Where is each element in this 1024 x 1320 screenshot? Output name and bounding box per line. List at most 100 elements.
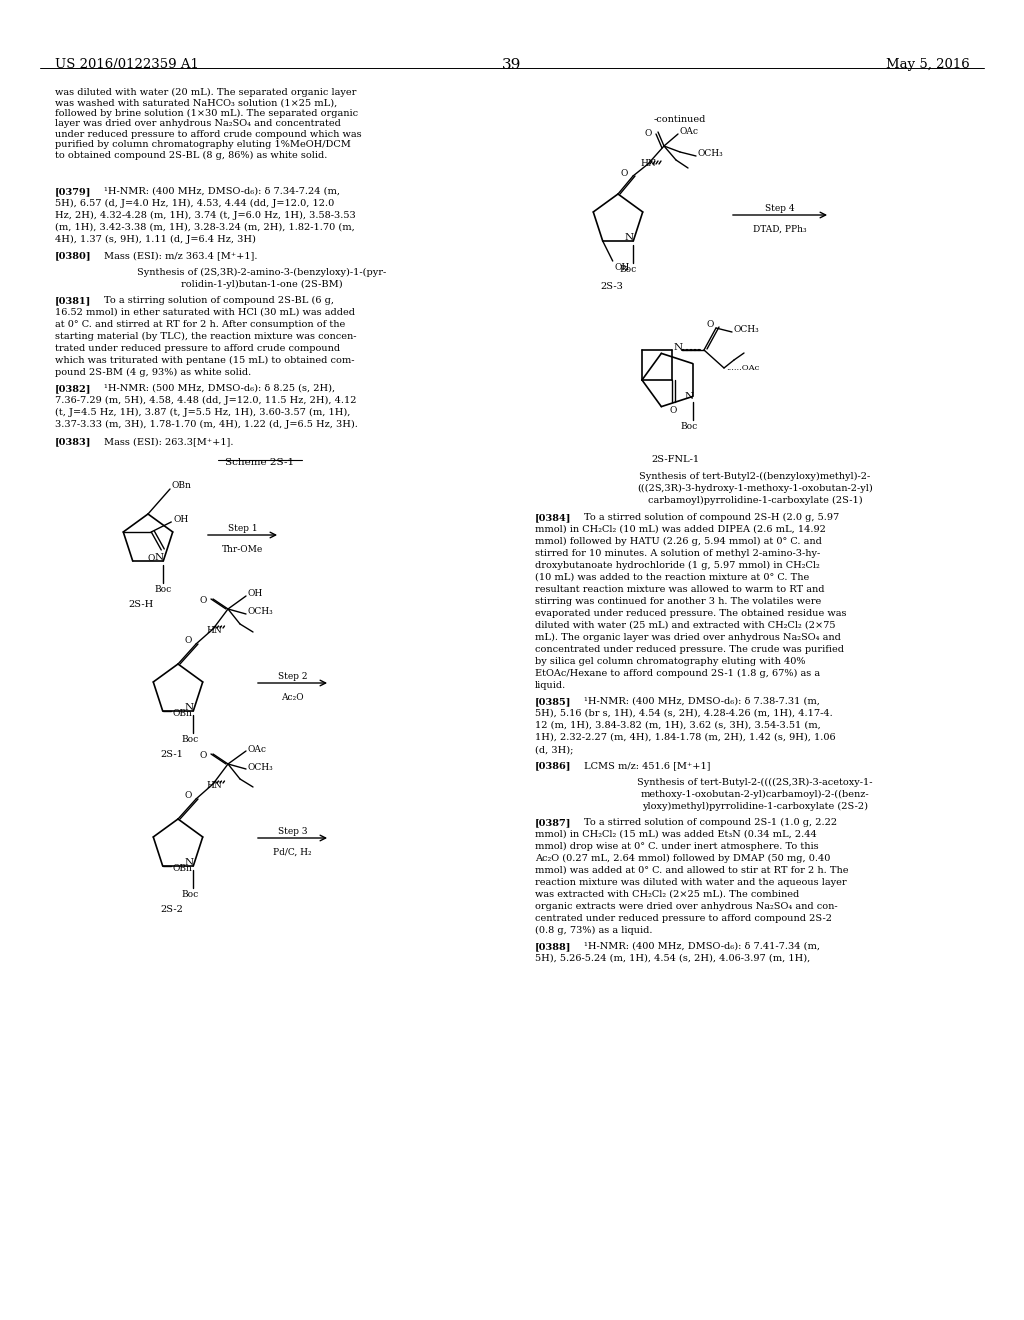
Text: 2S-FNL-1: 2S-FNL-1 (651, 455, 699, 465)
Text: 5H), 5.26-5.24 (m, 1H), 4.54 (s, 2H), 4.06-3.97 (m, 1H),: 5H), 5.26-5.24 (m, 1H), 4.54 (s, 2H), 4.… (535, 954, 810, 964)
Text: [0382]: [0382] (55, 384, 91, 393)
Text: Thr-OMe: Thr-OMe (222, 545, 263, 554)
Text: centrated under reduced pressure to afford compound 2S-2: centrated under reduced pressure to affo… (535, 913, 831, 923)
Text: -continued: -continued (653, 115, 707, 124)
Text: stirring was continued for another 3 h. The volatiles were: stirring was continued for another 3 h. … (535, 597, 821, 606)
Text: Step 4: Step 4 (765, 205, 795, 213)
Text: EtOAc/Hexane to afford compound 2S-1 (1.8 g, 67%) as a: EtOAc/Hexane to afford compound 2S-1 (1.… (535, 669, 820, 678)
Text: O: O (147, 554, 155, 562)
Text: Pd/C, H₂: Pd/C, H₂ (273, 847, 312, 857)
Text: [0380]: [0380] (55, 251, 91, 260)
Text: O: O (670, 407, 677, 414)
Text: O: O (621, 169, 628, 178)
Text: N: N (625, 232, 634, 242)
Text: (10 mL) was added to the reaction mixture at 0° C. The: (10 mL) was added to the reaction mixtur… (535, 573, 809, 582)
Text: (m, 1H), 3.42-3.38 (m, 1H), 3.28-3.24 (m, 2H), 1.82-1.70 (m,: (m, 1H), 3.42-3.38 (m, 1H), 3.28-3.24 (m… (55, 223, 354, 232)
Text: Synthesis of (2S,3R)-2-amino-3-(benzyloxy)-1-(pyr-: Synthesis of (2S,3R)-2-amino-3-(benzylox… (137, 268, 387, 277)
Text: US 2016/0122359 A1: US 2016/0122359 A1 (55, 58, 199, 71)
Text: [0385]: [0385] (535, 697, 571, 706)
Text: N: N (184, 858, 194, 866)
Text: O: O (200, 597, 207, 605)
Text: at 0° C. and stirred at RT for 2 h. After consumption of the: at 0° C. and stirred at RT for 2 h. Afte… (55, 319, 345, 329)
Text: OBn: OBn (173, 863, 193, 873)
Text: mmol) was added at 0° C. and allowed to stir at RT for 2 h. The: mmol) was added at 0° C. and allowed to … (535, 866, 849, 875)
Text: organic extracts were dried over anhydrous Na₂SO₄ and con-: organic extracts were dried over anhydro… (535, 902, 838, 911)
Text: To a stirred solution of compound 2S-H (2.0 g, 5.97: To a stirred solution of compound 2S-H (… (584, 513, 840, 523)
Text: Mass (ESI): 263.3[M⁺+1].: Mass (ESI): 263.3[M⁺+1]. (104, 437, 233, 446)
Text: which was triturated with pentane (15 mL) to obtained com-: which was triturated with pentane (15 mL… (55, 356, 354, 366)
Text: 16.52 mmol) in ether saturated with HCl (30 mL) was added: 16.52 mmol) in ether saturated with HCl … (55, 308, 355, 317)
Text: 3.37-3.33 (m, 3H), 1.78-1.70 (m, 4H), 1.22 (d, J=6.5 Hz, 3H).: 3.37-3.33 (m, 3H), 1.78-1.70 (m, 4H), 1.… (55, 420, 357, 429)
Text: HN: HN (640, 158, 655, 168)
Text: Boc: Boc (181, 735, 199, 744)
Text: OCH₃: OCH₃ (248, 607, 273, 616)
Text: O: O (200, 751, 207, 760)
Text: ¹H-NMR: (400 MHz, DMSO-d₆): δ 7.38-7.31 (m,: ¹H-NMR: (400 MHz, DMSO-d₆): δ 7.38-7.31 … (584, 697, 820, 706)
Text: Boc: Boc (155, 585, 172, 594)
Text: O: O (184, 636, 191, 645)
Text: Synthesis of tert-Butyl2-((benzyloxy)methyl)-2-: Synthesis of tert-Butyl2-((benzyloxy)met… (639, 473, 870, 480)
Text: May 5, 2016: May 5, 2016 (886, 58, 970, 71)
Text: 5H), 6.57 (d, J=4.0 Hz, 1H), 4.53, 4.44 (dd, J=12.0, 12.0: 5H), 6.57 (d, J=4.0 Hz, 1H), 4.53, 4.44 … (55, 199, 334, 209)
Text: concentrated under reduced pressure. The crude was purified: concentrated under reduced pressure. The… (535, 645, 844, 653)
Text: liquid.: liquid. (535, 681, 566, 690)
Text: OH: OH (248, 590, 263, 598)
Text: 7.36-7.29 (m, 5H), 4.58, 4.48 (dd, J=12.0, 11.5 Hz, 2H), 4.12: 7.36-7.29 (m, 5H), 4.58, 4.48 (dd, J=12.… (55, 396, 356, 405)
Text: [0383]: [0383] (55, 437, 91, 446)
Text: OBn: OBn (172, 482, 191, 491)
Text: ¹H-NMR: (500 MHz, DMSO-d₆): δ 8.25 (s, 2H),: ¹H-NMR: (500 MHz, DMSO-d₆): δ 8.25 (s, 2… (104, 384, 335, 393)
Text: Ac₂O: Ac₂O (282, 693, 304, 702)
Text: 2S-H: 2S-H (128, 601, 154, 609)
Text: Synthesis of tert-Butyl-2-((((2S,3R)-3-acetoxy-1-: Synthesis of tert-Butyl-2-((((2S,3R)-3-a… (637, 777, 872, 787)
Text: (((2S,3R)-3-hydroxy-1-methoxy-1-oxobutan-2-yl): (((2S,3R)-3-hydroxy-1-methoxy-1-oxobutan… (637, 484, 872, 494)
Text: Mass (ESI): m/z 363.4 [M⁺+1].: Mass (ESI): m/z 363.4 [M⁺+1]. (104, 251, 257, 260)
Text: carbamoyl)pyrrolidine-1-carboxylate (2S-1): carbamoyl)pyrrolidine-1-carboxylate (2S-… (648, 496, 862, 506)
Text: mL). The organic layer was dried over anhydrous Na₂SO₄ and: mL). The organic layer was dried over an… (535, 634, 841, 642)
Text: OH: OH (614, 263, 630, 272)
Text: ¹H-NMR: (400 MHz, DMSO-d₆): δ 7.41-7.34 (m,: ¹H-NMR: (400 MHz, DMSO-d₆): δ 7.41-7.34 … (584, 942, 820, 950)
Text: LCMS m/z: 451.6 [M⁺+1]: LCMS m/z: 451.6 [M⁺+1] (584, 762, 711, 770)
Text: 1H), 2.32-2.27 (m, 4H), 1.84-1.78 (m, 2H), 1.42 (s, 9H), 1.06: 1H), 2.32-2.27 (m, 4H), 1.84-1.78 (m, 2H… (535, 733, 836, 742)
Text: [0379]: [0379] (55, 187, 91, 195)
Text: [0388]: [0388] (535, 942, 571, 950)
Text: 2S-1: 2S-1 (160, 750, 183, 759)
Text: was diluted with water (20 mL). The separated organic layer
was washed with satu: was diluted with water (20 mL). The sepa… (55, 88, 361, 160)
Text: mmol) followed by HATU (2.26 g, 5.94 mmol) at 0° C. and: mmol) followed by HATU (2.26 g, 5.94 mmo… (535, 537, 822, 546)
Text: [0384]: [0384] (535, 513, 571, 521)
Text: 5H), 5.16 (br s, 1H), 4.54 (s, 2H), 4.28-4.26 (m, 1H), 4.17-4.: 5H), 5.16 (br s, 1H), 4.54 (s, 2H), 4.28… (535, 709, 833, 718)
Text: 12 (m, 1H), 3.84-3.82 (m, 1H), 3.62 (s, 3H), 3.54-3.51 (m,: 12 (m, 1H), 3.84-3.82 (m, 1H), 3.62 (s, … (535, 721, 821, 730)
Text: trated under reduced pressure to afford crude compound: trated under reduced pressure to afford … (55, 345, 340, 352)
Text: Hz, 2H), 4.32-4.28 (m, 1H), 3.74 (t, J=6.0 Hz, 1H), 3.58-3.53: Hz, 2H), 4.32-4.28 (m, 1H), 3.74 (t, J=6… (55, 211, 355, 220)
Text: mmol) in CH₂Cl₂ (10 mL) was added DIPEA (2.6 mL, 14.92: mmol) in CH₂Cl₂ (10 mL) was added DIPEA … (535, 525, 826, 535)
Text: pound 2S-BM (4 g, 93%) as white solid.: pound 2S-BM (4 g, 93%) as white solid. (55, 368, 251, 378)
Text: N: N (684, 392, 693, 401)
Text: Ac₂O (0.27 mL, 2.64 mmol) followed by DMAP (50 mg, 0.40: Ac₂O (0.27 mL, 2.64 mmol) followed by DM… (535, 854, 830, 863)
Text: (t, J=4.5 Hz, 1H), 3.87 (t, J=5.5 Hz, 1H), 3.60-3.57 (m, 1H),: (t, J=4.5 Hz, 1H), 3.87 (t, J=5.5 Hz, 1H… (55, 408, 350, 417)
Text: stirred for 10 minutes. A solution of methyl 2-amino-3-hy-: stirred for 10 minutes. A solution of me… (535, 549, 820, 558)
Text: Step 1: Step 1 (227, 524, 257, 533)
Text: 2S-3: 2S-3 (600, 282, 623, 290)
Text: Boc: Boc (181, 890, 199, 899)
Text: evaporated under reduced pressure. The obtained residue was: evaporated under reduced pressure. The o… (535, 609, 847, 618)
Text: 39: 39 (503, 58, 521, 73)
Text: 4H), 1.37 (s, 9H), 1.11 (d, J=6.4 Hz, 3H): 4H), 1.37 (s, 9H), 1.11 (d, J=6.4 Hz, 3H… (55, 235, 256, 244)
Text: [0386]: [0386] (535, 762, 571, 770)
Text: O: O (184, 791, 191, 800)
Text: rolidin-1-yl)butan-1-one (2S-BM): rolidin-1-yl)butan-1-one (2S-BM) (181, 280, 343, 289)
Text: 2S-2: 2S-2 (160, 906, 183, 913)
Text: OCH₃: OCH₃ (734, 326, 760, 334)
Text: methoxy-1-oxobutan-2-yl)carbamoyl)-2-((benz-: methoxy-1-oxobutan-2-yl)carbamoyl)-2-((b… (641, 789, 869, 799)
Text: N: N (184, 702, 194, 711)
Text: O: O (644, 129, 651, 139)
Text: Boc: Boc (620, 265, 637, 275)
Text: reaction mixture was diluted with water and the aqueous layer: reaction mixture was diluted with water … (535, 878, 847, 887)
Text: Step 2: Step 2 (278, 672, 307, 681)
Text: droxybutanoate hydrochloride (1 g, 5.97 mmol) in CH₂Cl₂: droxybutanoate hydrochloride (1 g, 5.97 … (535, 561, 820, 570)
Text: OAc: OAc (248, 744, 267, 754)
Text: (0.8 g, 73%) as a liquid.: (0.8 g, 73%) as a liquid. (535, 927, 652, 935)
Text: To a stirred solution of compound 2S-1 (1.0 g, 2.22: To a stirred solution of compound 2S-1 (… (584, 818, 838, 828)
Text: by silica gel column chromatography eluting with 40%: by silica gel column chromatography elut… (535, 657, 806, 667)
Text: Boc: Boc (681, 422, 698, 432)
Text: O: O (707, 319, 714, 329)
Text: [0381]: [0381] (55, 296, 91, 305)
